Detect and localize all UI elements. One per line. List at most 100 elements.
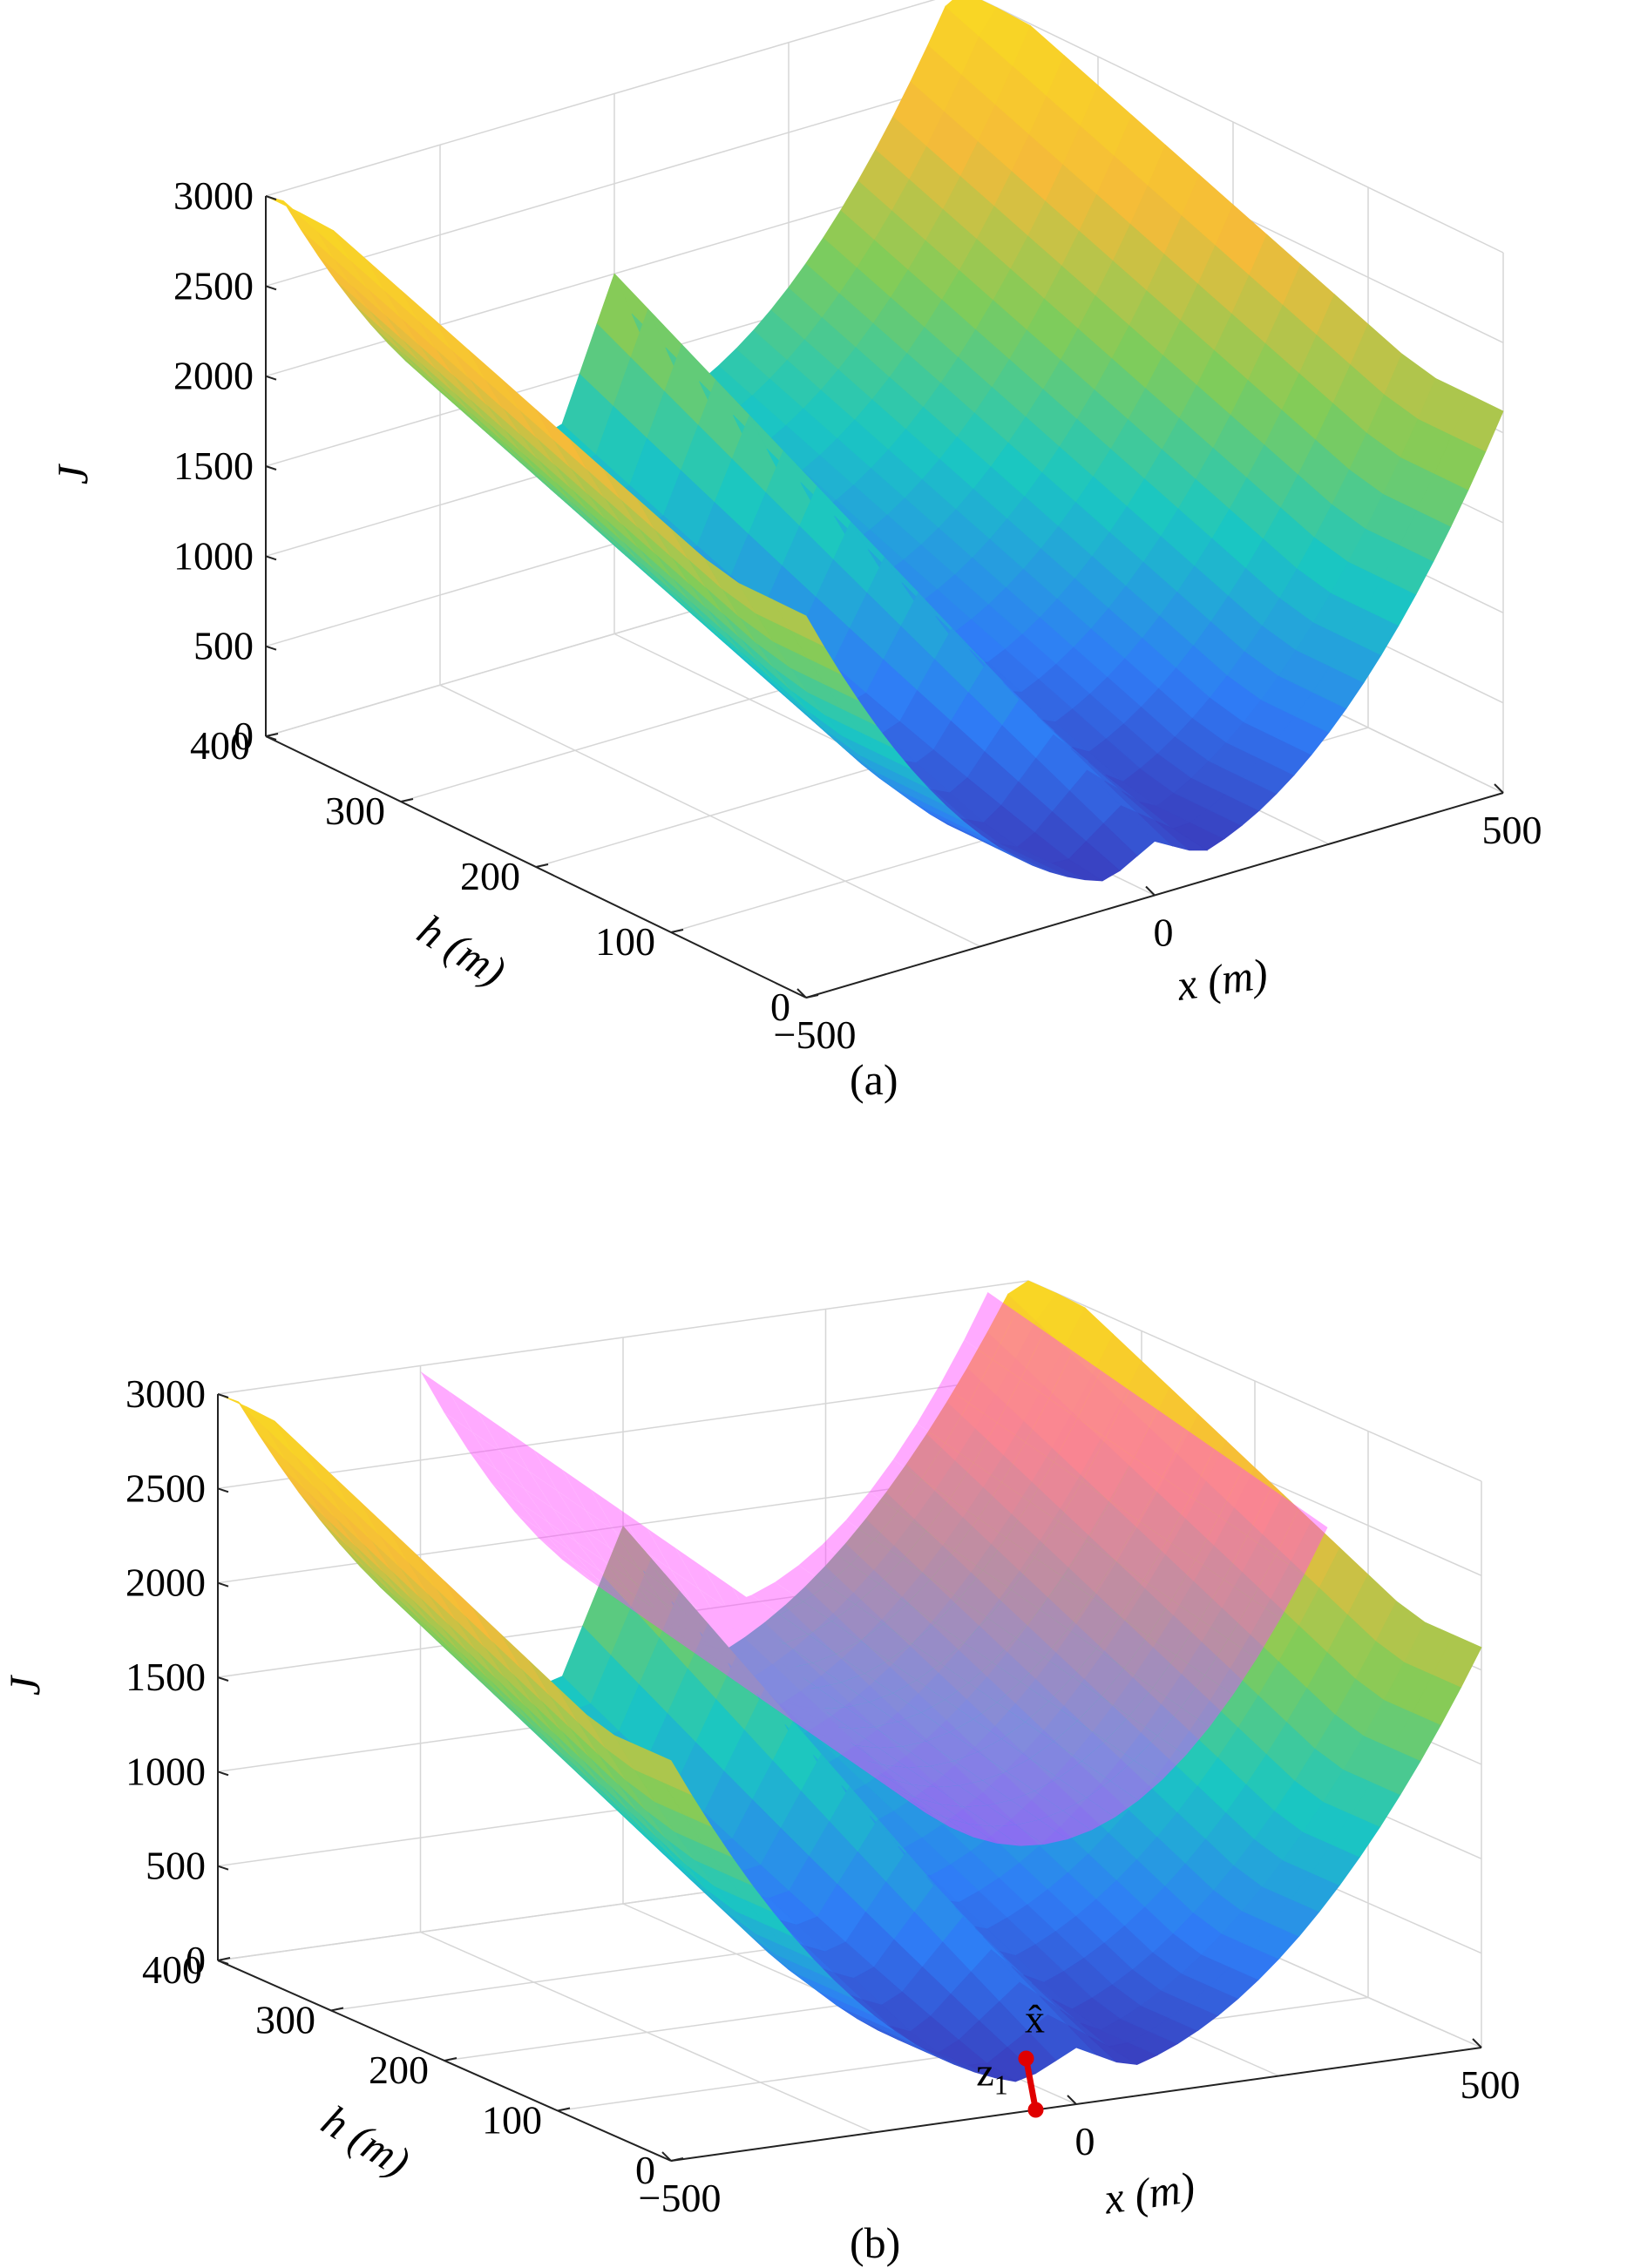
h-tick-mark [330, 2007, 344, 2012]
overlay-patch [1148, 1600, 1201, 1656]
x-tick-label: 500 [1482, 808, 1542, 852]
z-tick-label: 1000 [125, 1749, 206, 1793]
x-tick-label: 500 [1461, 2062, 1521, 2107]
overlay-patch [917, 1383, 969, 1444]
z-tick-label: 1000 [173, 533, 254, 578]
overlay-patch [1058, 1761, 1110, 1798]
z-axis-label: J [48, 463, 97, 484]
overlay-patch [760, 1696, 813, 1735]
x-tick-mark [1145, 885, 1156, 897]
z-tick-mark [265, 195, 277, 200]
overlay-patch [912, 1622, 965, 1663]
overlay-patch [699, 1588, 751, 1646]
overlay-patch [898, 1479, 950, 1532]
overlay-patch [732, 1677, 784, 1716]
overlay-patch [869, 1693, 922, 1722]
overlay-patch [680, 1635, 733, 1678]
h-axis-label: h (m) [314, 2095, 418, 2186]
overlay-patch [449, 1391, 501, 1452]
x-axis-label: x (m) [1101, 2163, 1198, 2224]
overlay-patch [798, 1706, 851, 1729]
z-tick-label: 3000 [173, 173, 254, 218]
overlay-patch [845, 1702, 898, 1727]
overlay-patch [600, 1571, 653, 1617]
overlay-patch [803, 1719, 856, 1746]
overlay-patch [652, 1616, 704, 1658]
overlay-patch [1048, 1676, 1101, 1722]
overlay-patch [539, 1538, 591, 1580]
overlay-patch [945, 1818, 997, 1844]
overlay-patch [935, 1785, 987, 1807]
overlay-patch [580, 1527, 634, 1581]
overlay-patch [779, 1665, 831, 1718]
overlay-patch [1190, 1449, 1243, 1517]
overlay-patch [789, 1662, 842, 1688]
overlay-patch [751, 1581, 803, 1615]
overlay-patch [841, 1673, 893, 1703]
overlay-patch [836, 1748, 889, 1778]
overlay-patch [822, 1734, 874, 1776]
overlay-patch [557, 1491, 610, 1548]
overlay-patch [638, 1611, 690, 1642]
overlay-patch [982, 1771, 1035, 1800]
overlay-patch [1001, 1442, 1054, 1502]
overlay-patch [1054, 1721, 1106, 1762]
x-tick-mark [1494, 783, 1504, 794]
overlay-patch [1011, 1791, 1063, 1820]
overlay-patch [954, 1751, 1006, 1781]
overlay-patch [1110, 1760, 1162, 1801]
overlay-patch [850, 1727, 903, 1749]
surface-plot-a: 0 500 1000 1500 2000 2500 3000 0 100 200 300 400 −50… [48, 0, 1542, 1057]
h-tick-label: 200 [460, 854, 520, 898]
overlay-patch [756, 1615, 809, 1643]
z-tick-label: 500 [193, 624, 254, 668]
overlay-patch [992, 1311, 1045, 1379]
overlay-patch [939, 1804, 993, 1827]
h-tick-label: 400 [190, 723, 250, 768]
overlay-patch [931, 1550, 983, 1599]
overlay-patch [845, 1492, 898, 1540]
overlay-patch [1171, 1560, 1224, 1620]
overlay-patch [761, 1643, 813, 1669]
overlay-patch [973, 1422, 1026, 1483]
overlay-patch [572, 1551, 624, 1597]
overlay-patch [722, 1626, 775, 1679]
overlay-patch [666, 1587, 718, 1640]
overlay-patch [694, 1606, 747, 1660]
overlay-patch [1101, 1668, 1153, 1716]
overlay-patch [912, 1784, 964, 1807]
z-tick-label: 2000 [173, 354, 254, 398]
z-tick-label: 0 [234, 714, 254, 758]
overlay-patch [613, 1597, 667, 1631]
overlay-patch [945, 1682, 997, 1720]
overlay-patch [878, 1559, 932, 1604]
overlay-patch [1006, 1758, 1059, 1791]
overlay-patch [1181, 1675, 1233, 1728]
overlay-patch [812, 1654, 865, 1682]
x-tick-label: 0 [1154, 911, 1174, 955]
overlay-patch [916, 1662, 969, 1700]
overlay-patch [906, 1766, 959, 1788]
overlay-patch [619, 1508, 671, 1570]
overlay-patch [1086, 1780, 1139, 1818]
overlay-patch [888, 1778, 940, 1804]
overlay-patch [921, 1807, 973, 1838]
surface [217, 1280, 1482, 2082]
overlay-patch [750, 1645, 803, 1699]
overlay-patch [1162, 1429, 1215, 1497]
overlay-patch [1200, 1579, 1252, 1640]
overlay-patch [736, 1649, 790, 1670]
overlay-patch [1105, 1390, 1158, 1458]
z-tick-mark [217, 1487, 229, 1493]
overlay-patch [964, 1618, 1016, 1662]
overlay-patch [851, 1540, 903, 1584]
overlay-patch [633, 1581, 685, 1630]
overlay-patch [1068, 1596, 1120, 1649]
overlay-patch [826, 1728, 879, 1774]
overlay-patch [467, 1449, 520, 1503]
z-tick-label: 3000 [125, 1371, 206, 1416]
overlay-patch [817, 1736, 870, 1774]
overlay-patch [1011, 1557, 1063, 1610]
z-tick-mark [265, 555, 277, 561]
overlay-patch [1058, 1481, 1111, 1541]
